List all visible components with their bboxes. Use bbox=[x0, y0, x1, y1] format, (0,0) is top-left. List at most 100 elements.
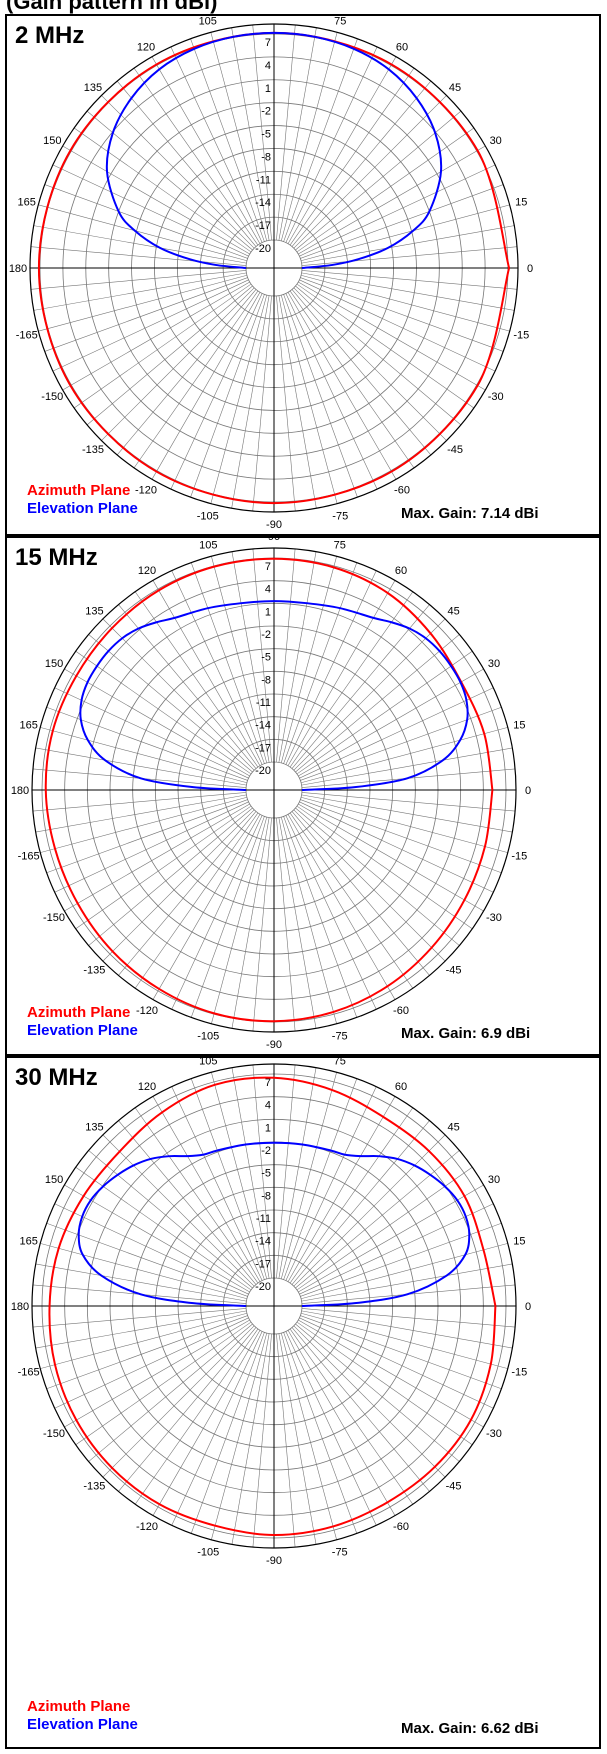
angle-tick-label: -135 bbox=[83, 1481, 105, 1493]
angle-tick-label: 150 bbox=[45, 1174, 63, 1186]
grid-spoke bbox=[171, 1331, 263, 1526]
angle-tick-label: -135 bbox=[82, 444, 104, 456]
angle-tick-label: 90 bbox=[268, 538, 280, 543]
angle-tick-label: 180 bbox=[11, 785, 29, 797]
grid-spoke bbox=[283, 816, 358, 1018]
grid-spoke bbox=[102, 618, 255, 771]
polar-chart-2mhz: 9075604530150-15-30-45-60-75-90-105-120-… bbox=[9, 16, 533, 531]
grid-spoke bbox=[287, 292, 397, 480]
grid-spoke bbox=[75, 1166, 252, 1291]
grid-spoke bbox=[276, 1333, 296, 1548]
legend-azimuth: Azimuth Plane bbox=[27, 1004, 131, 1021]
grid-spoke bbox=[280, 32, 338, 242]
angle-tick-label: 135 bbox=[85, 1121, 103, 1133]
grid-spoke bbox=[296, 127, 475, 253]
grid-spoke bbox=[210, 294, 268, 504]
polar-chart-30mhz: 9075604530150-15-30-45-60-75-90-105-120-… bbox=[11, 1058, 531, 1567]
grid-spoke bbox=[35, 794, 247, 833]
angle-tick-label: 75 bbox=[334, 16, 346, 28]
grid-spoke bbox=[133, 67, 259, 246]
grid-spoke bbox=[171, 1086, 263, 1281]
grid-spoke bbox=[40, 1243, 248, 1300]
grid-spoke bbox=[32, 1308, 247, 1328]
radial-tick-label: -5 bbox=[261, 652, 271, 664]
grid-spoke bbox=[54, 1317, 249, 1409]
angle-tick-label: 180 bbox=[9, 263, 27, 275]
grid-spoke bbox=[287, 1096, 396, 1282]
angle-tick-label: 165 bbox=[19, 1235, 37, 1247]
grid-spoke bbox=[295, 807, 460, 946]
grid-spoke bbox=[64, 668, 250, 777]
grid-spoke bbox=[35, 1263, 247, 1302]
grid-spoke bbox=[276, 1064, 296, 1279]
angle-tick-label: -60 bbox=[394, 485, 410, 497]
angle-tick-label: -90 bbox=[266, 1555, 282, 1567]
grid-spoke bbox=[64, 1184, 250, 1293]
grid-spoke bbox=[134, 1107, 259, 1284]
grid-spoke bbox=[30, 270, 247, 290]
angle-tick-label: 135 bbox=[84, 82, 102, 94]
grid-spoke bbox=[46, 799, 248, 874]
grid-spoke bbox=[283, 38, 358, 242]
grid-spoke bbox=[293, 809, 446, 962]
grid-spoke bbox=[291, 80, 432, 247]
grid-spoke bbox=[190, 1078, 265, 1280]
grid-spoke bbox=[296, 805, 473, 930]
grid-spoke bbox=[211, 816, 268, 1024]
angle-tick-label: -75 bbox=[332, 1546, 348, 1558]
grid-spoke bbox=[278, 1067, 317, 1279]
grid-spoke bbox=[283, 1078, 358, 1280]
radial-tick-label: -2 bbox=[261, 106, 271, 118]
radial-tick-label: -11 bbox=[256, 697, 271, 709]
azimuth-pattern-line bbox=[44, 557, 494, 1023]
legend-azimuth: Azimuth Plane bbox=[27, 482, 131, 499]
radial-tick-label: 7 bbox=[265, 561, 271, 573]
angle-tick-label: 30 bbox=[488, 658, 500, 670]
grid-spoke bbox=[299, 279, 496, 372]
radial-tick-label: 7 bbox=[265, 1077, 271, 1089]
angle-tick-label: -15 bbox=[511, 851, 527, 863]
grid-spoke bbox=[301, 270, 518, 290]
grid-spoke bbox=[151, 56, 261, 244]
grid-spoke bbox=[300, 1315, 502, 1390]
angle-tick-label: 180 bbox=[11, 1301, 29, 1313]
grid-spoke bbox=[62, 145, 250, 255]
grid-spoke bbox=[301, 792, 516, 812]
angle-tick-label: -120 bbox=[135, 485, 157, 497]
angle-tick-label: -75 bbox=[332, 510, 348, 522]
grid-spoke bbox=[293, 1325, 446, 1478]
grid-spoke bbox=[278, 295, 317, 509]
angle-tick-label: 120 bbox=[138, 565, 156, 577]
grid-spoke bbox=[252, 817, 272, 1032]
grid-spoke bbox=[285, 1331, 377, 1526]
grid-spoke bbox=[289, 1328, 414, 1505]
grid-spoke bbox=[54, 687, 249, 779]
grid-spoke bbox=[278, 1333, 317, 1545]
polar-chart-15mhz: 9075604530150-15-30-45-60-75-90-105-120-… bbox=[11, 538, 531, 1051]
elevation-pattern-line bbox=[79, 600, 469, 791]
grid-spoke bbox=[300, 1312, 508, 1369]
grid-spoke bbox=[278, 27, 317, 241]
grid-spoke bbox=[170, 46, 263, 243]
grid-spoke bbox=[300, 277, 504, 352]
angle-tick-label: -75 bbox=[332, 1030, 348, 1042]
angle-tick-label: 45 bbox=[449, 82, 461, 94]
legend-azimuth: Azimuth Plane bbox=[27, 1698, 131, 1715]
radial-tick-label: 4 bbox=[265, 60, 271, 72]
angle-tick-label: 105 bbox=[199, 1058, 217, 1068]
grid-spoke bbox=[33, 272, 247, 311]
chart-title: 2 MHz bbox=[15, 22, 85, 49]
grid-spoke bbox=[300, 204, 510, 262]
grid-spoke bbox=[252, 295, 272, 512]
grid-spoke bbox=[118, 811, 257, 976]
grid-spoke bbox=[38, 204, 248, 262]
chart-title: 30 MHz bbox=[15, 1064, 98, 1091]
grid-spoke bbox=[252, 548, 272, 763]
angle-tick-label: 30 bbox=[490, 135, 502, 147]
angle-tick-label: 60 bbox=[396, 41, 408, 53]
grid-spoke bbox=[280, 1332, 337, 1540]
grid-spoke bbox=[30, 246, 247, 266]
grid-spoke bbox=[293, 1134, 446, 1287]
radial-tick-label: -20 bbox=[255, 243, 271, 255]
grid-spoke bbox=[287, 1330, 396, 1516]
